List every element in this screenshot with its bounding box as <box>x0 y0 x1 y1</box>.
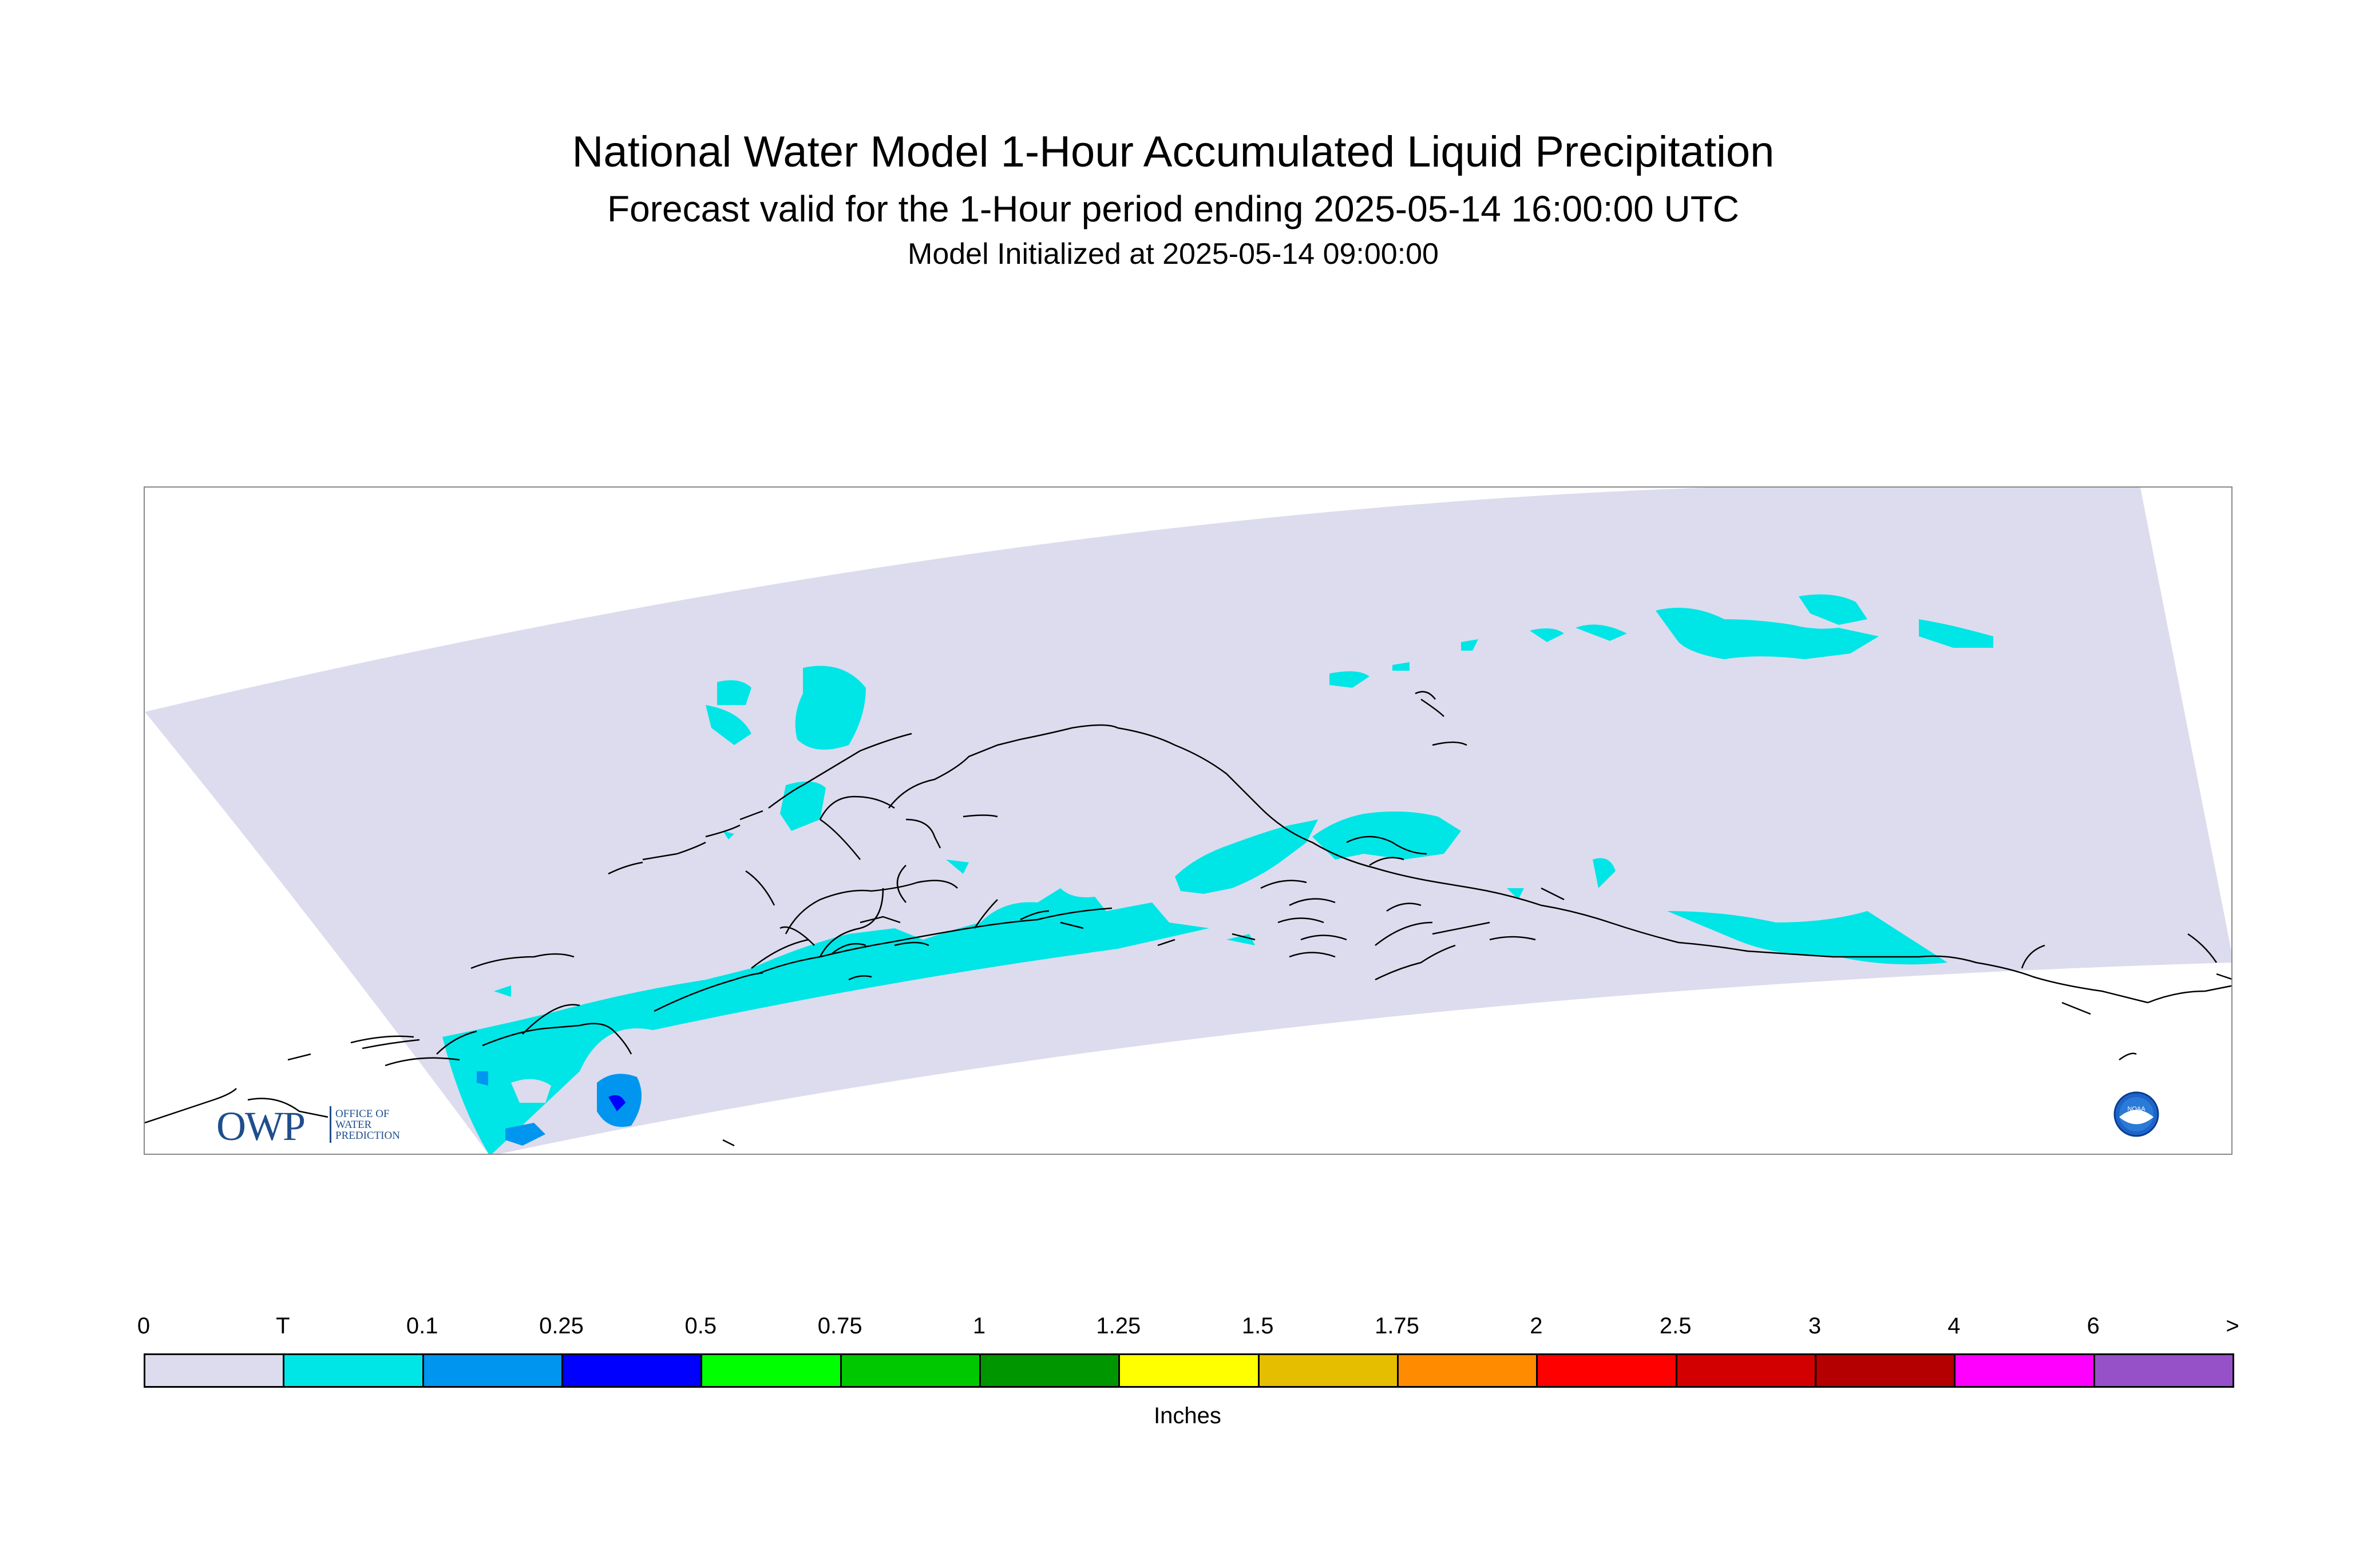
colorbar-units-label: Inches <box>1154 1403 1221 1428</box>
colorbar-tick-label: 3 <box>1808 1313 1822 1339</box>
owp-logo: OWP OFFICE OF WATER PREDICTION <box>216 1103 434 1149</box>
colorbar-cell <box>422 1353 563 1388</box>
colorbar-cell <box>1954 1353 2095 1388</box>
owp-logo-divider <box>330 1106 331 1143</box>
colorbar-tick-label: 6 <box>2087 1313 2100 1339</box>
colorbar-cell <box>283 1353 424 1388</box>
colorbar-tick-label: 0.25 <box>539 1313 584 1339</box>
colorbar-cell <box>840 1353 981 1388</box>
colorbar-cell <box>561 1353 703 1388</box>
coastlines <box>145 691 2231 1147</box>
noaa-logo-text: NOAA <box>2127 1106 2146 1112</box>
map-svg <box>145 488 2231 1154</box>
colorbar-tick-label: 2 <box>1530 1313 1543 1339</box>
owp-logo-line1: OFFICE OF <box>335 1108 390 1120</box>
colorbar-cell <box>1397 1353 1538 1388</box>
colorbar-tick-label: 0.75 <box>817 1313 862 1339</box>
owp-logo-line2: WATER <box>335 1119 372 1131</box>
colorbar-tick-label: 0 <box>137 1313 151 1339</box>
colorbar-tick-label: 1.5 <box>1241 1313 1274 1339</box>
colorbar-cell <box>700 1353 842 1388</box>
colorbar-tick-label: 1.25 <box>1096 1313 1141 1339</box>
colorbar-tick-label: T <box>276 1313 290 1339</box>
colorbar-cell <box>1536 1353 1677 1388</box>
map-panel: OWP OFFICE OF WATER PREDICTION NOAA <box>144 486 2232 1155</box>
lake-shape <box>511 1079 551 1103</box>
colorbar-cell <box>2093 1353 2234 1388</box>
colorbar <box>144 1353 2234 1388</box>
trace-precip-areas <box>442 594 1993 1154</box>
owp-logo-text: OWP <box>216 1103 306 1149</box>
colorbar-cell <box>1118 1353 1260 1388</box>
colorbar-tick-label: 1.75 <box>1375 1313 1419 1339</box>
colorbar-tick-label: > <box>2226 1313 2239 1339</box>
colorbar-cell <box>979 1353 1121 1388</box>
title-main-text: National Water Model 1-Hour Accumulated … <box>572 128 1775 176</box>
colorbar-tick-label: 0.5 <box>684 1313 717 1339</box>
colorbar-tick-label: 4 <box>1948 1313 1961 1339</box>
colorbar-tick-label: 0.1 <box>406 1313 438 1339</box>
colorbar-cell <box>1815 1353 1956 1388</box>
colorbar-cell <box>144 1353 285 1388</box>
colorbar-cell <box>1257 1353 1399 1388</box>
blue-precip-cell <box>608 1095 626 1111</box>
colorbar-cell <box>1675 1353 1816 1388</box>
colorbar-tick-label: 2.5 <box>1659 1313 1692 1339</box>
noaa-logo-icon: NOAA <box>2113 1091 2159 1137</box>
colorbar-tick-label: 1 <box>972 1313 986 1339</box>
owp-logo-line3: PREDICTION <box>335 1130 400 1142</box>
title-init-text: Model Initialized at 2025-05-14 09:00:00 <box>908 237 1439 271</box>
title-forecast-text: Forecast valid for the 1-Hour period end… <box>607 188 1740 229</box>
